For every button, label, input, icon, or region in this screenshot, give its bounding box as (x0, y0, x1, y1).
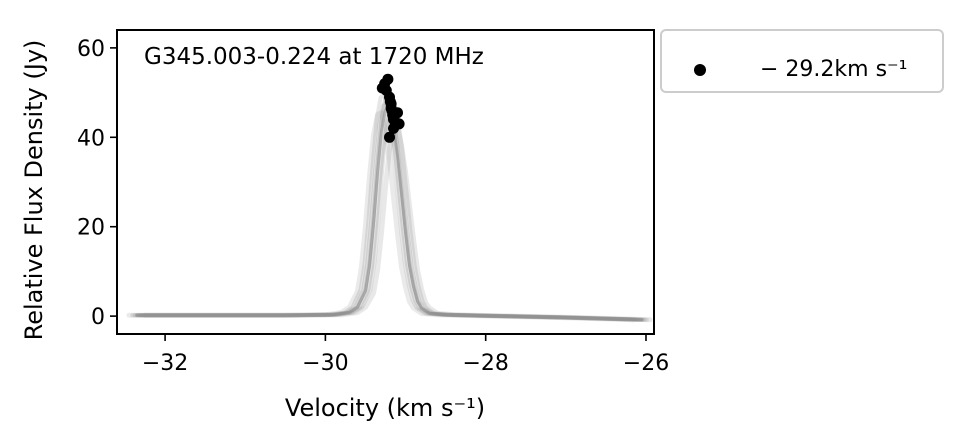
chart-title: G345.003-0.224 at 1720 MHz (144, 44, 484, 70)
axes-frame (116, 29, 655, 335)
plot-area (116, 29, 655, 335)
legend: − 29.2km s⁻¹ (660, 29, 944, 93)
x-axis-label: Velocity (km s⁻¹) (285, 394, 485, 422)
legend-marker-icon (694, 64, 706, 76)
y-tick-label-0: 0 (91, 305, 105, 330)
legend-box (660, 29, 944, 93)
legend-entry-label: − 29.2km s⁻¹ (760, 57, 907, 82)
peak-marker-14 (388, 122, 399, 134)
x-tick-label-2: −28 (462, 351, 508, 376)
y-axis-label: Relative Flux Density (Jy) (20, 40, 48, 341)
x-tick-label-1: −30 (302, 351, 348, 376)
peak-markers (376, 73, 405, 143)
x-tick-label-0: −32 (142, 351, 188, 376)
y-tick-label-1: 20 (77, 216, 105, 241)
y-tick-label-3: 60 (77, 37, 105, 62)
peak-marker-13 (384, 131, 395, 143)
x-tick-label-3: −26 (623, 351, 669, 376)
peak-marker-15 (385, 102, 397, 114)
peak-marker-3 (382, 73, 394, 85)
x-axis-ticks: −32 −30 −28 −26 (142, 334, 669, 376)
y-axis-ticks: 0 20 40 60 (77, 37, 117, 330)
y-tick-label-2: 40 (77, 126, 105, 151)
